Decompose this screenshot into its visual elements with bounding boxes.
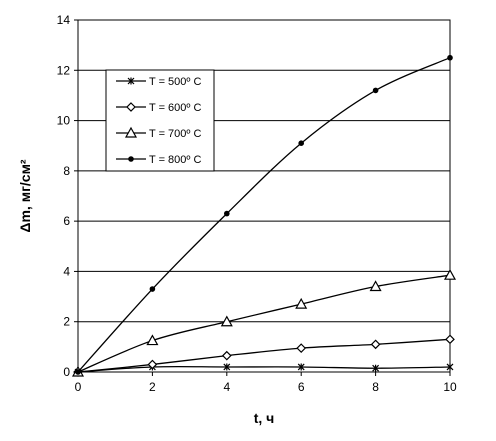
series-line bbox=[77, 365, 451, 373]
data-point bbox=[297, 363, 305, 371]
data-point bbox=[220, 315, 233, 327]
data-point bbox=[298, 140, 305, 146]
x-axis-title: t, ч bbox=[254, 410, 275, 426]
series-line bbox=[77, 57, 451, 373]
y-tick-label: 2 bbox=[63, 315, 70, 329]
data-point bbox=[369, 280, 382, 292]
data-point bbox=[224, 210, 230, 217]
legend-marker bbox=[126, 102, 136, 112]
data-point bbox=[296, 343, 307, 353]
legend-item: T = 700º C bbox=[116, 126, 201, 140]
data-point bbox=[75, 369, 81, 375]
legend-item: T = 500º C bbox=[116, 76, 201, 88]
legend-marker bbox=[128, 156, 134, 162]
legend-items: T = 500º C T = 600º C T = 700º C T = 800º C bbox=[116, 76, 201, 166]
x-tick-label: 4 bbox=[223, 380, 230, 394]
x-tick-label: 10 bbox=[443, 380, 457, 394]
legend-item: T = 800º C bbox=[116, 154, 201, 166]
legend-label: T = 800º C bbox=[149, 154, 201, 166]
data-point bbox=[372, 87, 379, 94]
y-axis-title: Δm, мг/см² bbox=[17, 159, 33, 233]
y-tick-label: 14 bbox=[57, 13, 71, 27]
data-point bbox=[221, 350, 232, 361]
legend-item: T = 600º C bbox=[116, 102, 201, 114]
legend-box bbox=[105, 69, 215, 172]
series-line bbox=[77, 338, 451, 373]
y-tick-label: 6 bbox=[63, 214, 70, 228]
data-point bbox=[149, 286, 156, 292]
data-point bbox=[146, 334, 159, 346]
y-tick-label: 10 bbox=[57, 114, 71, 128]
data-point bbox=[372, 364, 380, 372]
y-tick-label: 8 bbox=[63, 164, 70, 178]
series-2 bbox=[73, 334, 455, 377]
data-point bbox=[223, 363, 231, 371]
x-tick-label: 2 bbox=[149, 380, 156, 394]
y-tick-label: 0 bbox=[63, 365, 70, 379]
series bbox=[71, 54, 457, 377]
data-point bbox=[147, 359, 158, 370]
y-tick-label: 4 bbox=[63, 264, 70, 278]
data-point bbox=[446, 363, 454, 371]
ticks: 0 2 4 6 8 10 12 14 0 2 4 6 8 10 bbox=[57, 13, 457, 394]
legend: T = 500º C T = 600º C T = 700º C T = 800º C bbox=[105, 69, 215, 172]
data-point bbox=[370, 339, 381, 350]
legend-label: T = 700º C bbox=[149, 128, 201, 140]
x-tick-label: 0 bbox=[75, 380, 82, 394]
x-tick-label: 8 bbox=[372, 380, 379, 394]
legend-marker bbox=[124, 126, 138, 138]
legend-label: T = 600º C bbox=[149, 102, 201, 114]
data-point bbox=[295, 297, 308, 309]
data-point bbox=[443, 268, 457, 280]
legend-label: T = 500º C bbox=[149, 76, 201, 88]
x-tick-label: 6 bbox=[298, 380, 305, 394]
series-4 bbox=[75, 54, 453, 375]
data-point bbox=[447, 54, 453, 61]
y-tick-label: 12 bbox=[57, 63, 71, 77]
data-point bbox=[445, 334, 455, 345]
legend-marker bbox=[127, 77, 135, 85]
series-line bbox=[77, 274, 451, 373]
